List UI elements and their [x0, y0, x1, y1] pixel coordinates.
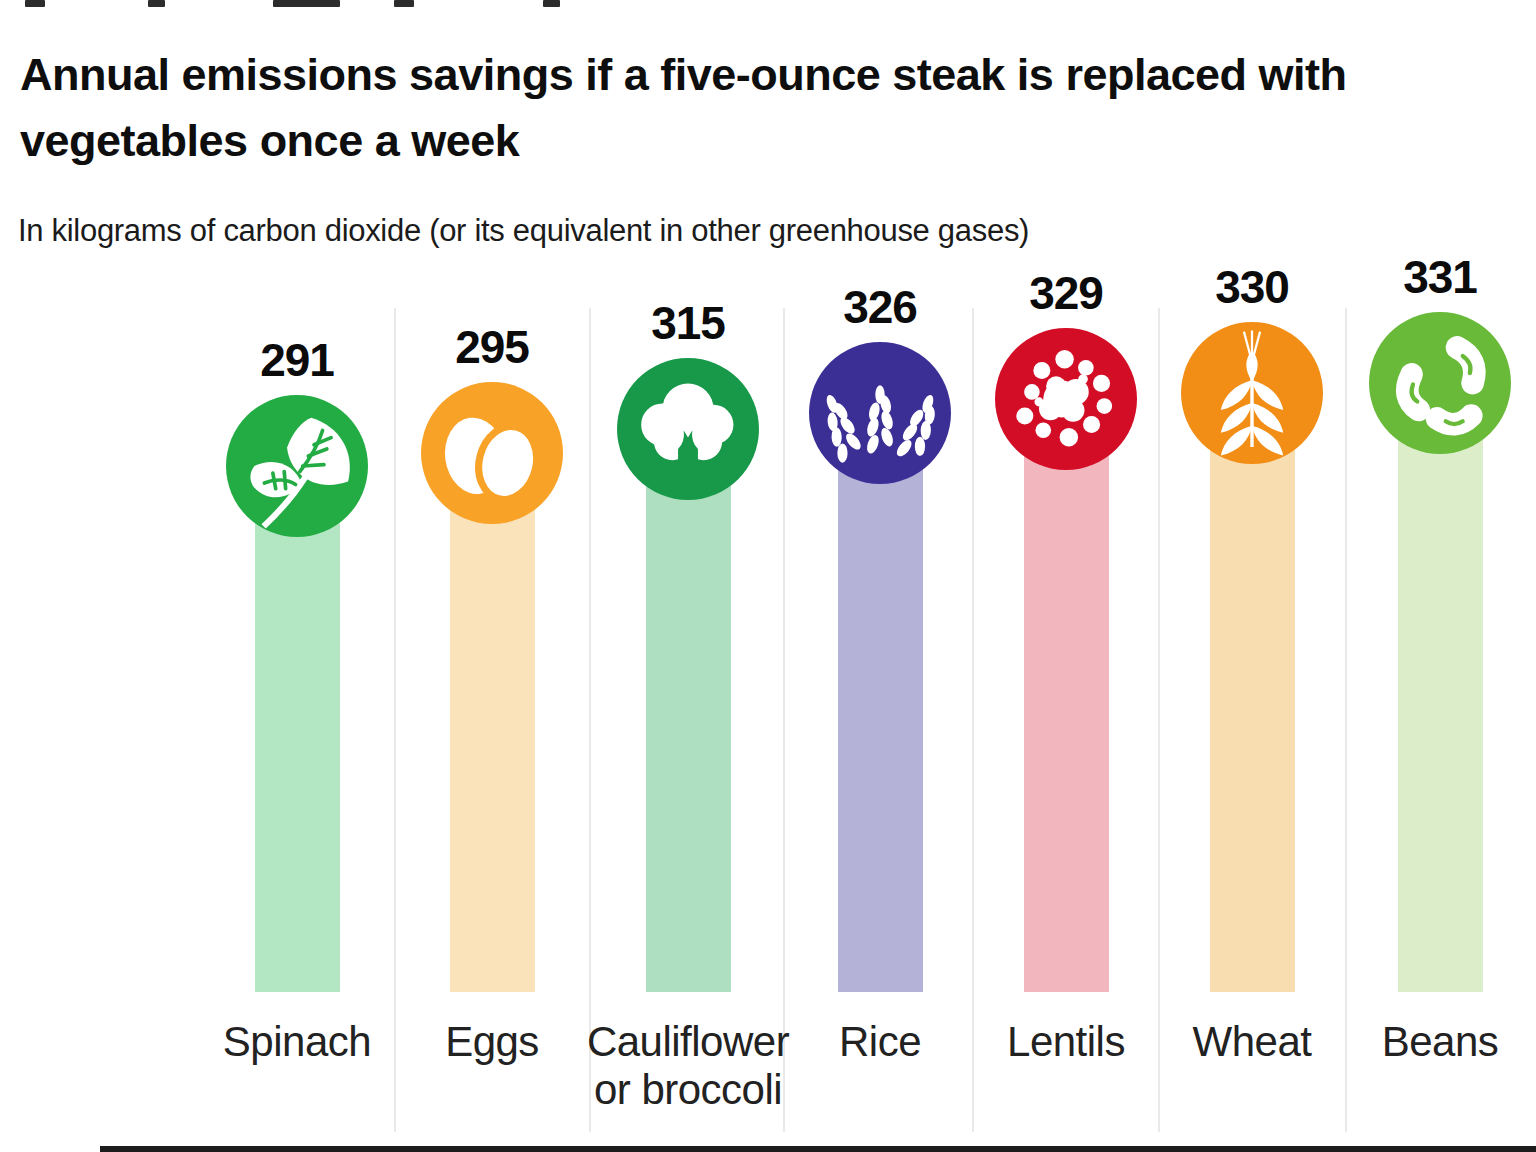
lentils-icon — [995, 328, 1137, 470]
category-icon-badge — [995, 328, 1137, 470]
value-label: 330 — [1142, 264, 1362, 310]
category-icon-badge — [1369, 312, 1511, 454]
column-bar — [838, 412, 923, 992]
column-divider — [1345, 308, 1347, 1132]
column-bar — [1398, 382, 1483, 992]
category-label: Beans — [1318, 1018, 1536, 1066]
column-bar — [1024, 398, 1109, 992]
bottom-crop-rule — [100, 1146, 1536, 1152]
cropped-text-artifact — [543, 0, 560, 7]
broccoli-icon — [617, 358, 759, 500]
column-divider — [589, 308, 591, 1132]
value-label: 315 — [578, 300, 798, 346]
cropped-text-artifact — [148, 0, 165, 7]
eggs-icon — [421, 382, 563, 524]
rice-icon — [809, 342, 951, 484]
category-icon-badge — [421, 382, 563, 524]
column-bar — [1210, 392, 1295, 992]
category-icon-badge — [1181, 322, 1323, 464]
column-bar — [646, 428, 731, 992]
cropped-text-artifact — [273, 0, 340, 7]
value-label: 295 — [382, 324, 602, 370]
leaf-icon — [226, 395, 368, 537]
value-label: 331 — [1330, 254, 1536, 300]
column-divider — [783, 308, 785, 1132]
category-icon-badge — [617, 358, 759, 500]
wheat-icon — [1181, 322, 1323, 464]
cropped-text-artifact — [25, 0, 45, 7]
chart-title: Annual emissions savings if a five-ounce… — [20, 42, 1505, 174]
cropped-text-artifact — [394, 0, 414, 7]
category-icon-badge — [226, 395, 368, 537]
column-divider — [1158, 308, 1160, 1132]
column-divider — [394, 308, 396, 1132]
column-divider — [972, 308, 974, 1132]
column-bar — [255, 465, 340, 992]
beans-icon — [1369, 312, 1511, 454]
column-bar — [450, 452, 535, 992]
category-icon-badge — [809, 342, 951, 484]
emissions-savings-chart: Annual emissions savings if a five-ounce… — [0, 0, 1536, 1152]
chart-subtitle: In kilograms of carbon dioxide (or its e… — [18, 213, 1029, 249]
value-label: 291 — [187, 337, 407, 383]
